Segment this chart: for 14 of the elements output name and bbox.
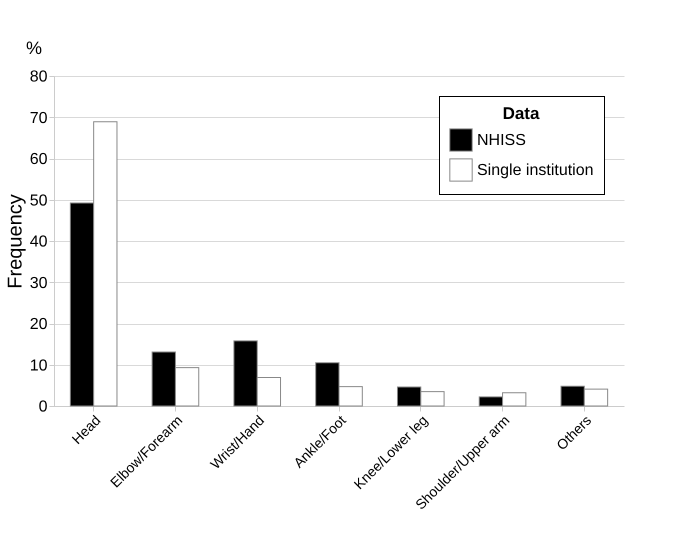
y-tick-label: 80 — [30, 68, 48, 86]
legend-title: Data — [502, 104, 540, 123]
text: % — [26, 38, 42, 58]
legend-label: Single institution — [477, 162, 594, 179]
y-tick-label: 60 — [30, 151, 48, 168]
y-axis-title: Frequency — [4, 194, 27, 289]
legend-label: NHISS — [477, 132, 526, 149]
y-tick-label: 30 — [30, 274, 48, 292]
y-tick-label: 70 — [30, 110, 48, 127]
y-tick-label: 0 — [38, 398, 48, 416]
y-tick-label: 20 — [30, 316, 48, 333]
y-tick-label: 40 — [30, 234, 48, 250]
y-tick-label: 10 — [30, 357, 48, 374]
y-tick-label: 50 — [30, 192, 48, 210]
